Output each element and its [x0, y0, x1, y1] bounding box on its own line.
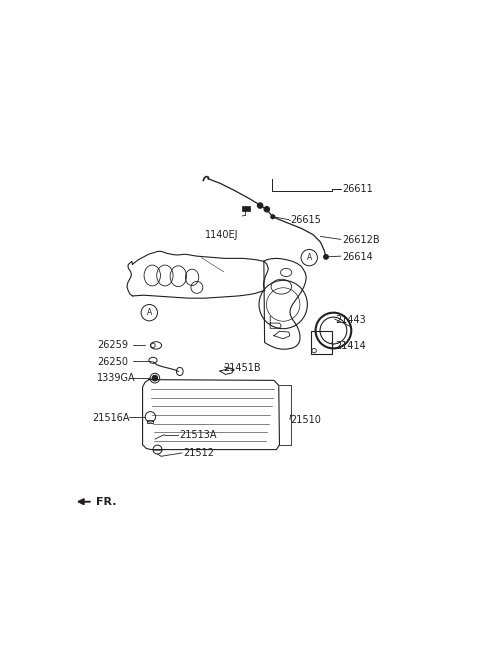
Text: 21516A: 21516A	[93, 413, 130, 422]
Bar	[242, 206, 251, 211]
Text: 21414: 21414	[335, 341, 366, 351]
Text: 26250: 26250	[97, 357, 128, 367]
Text: 1339GA: 1339GA	[97, 373, 136, 383]
Text: 26611: 26611	[343, 184, 373, 194]
Bar	[311, 331, 332, 354]
Text: A: A	[307, 253, 312, 262]
Text: 21512: 21512	[183, 448, 214, 458]
Circle shape	[152, 375, 157, 381]
Text: 1140EJ: 1140EJ	[205, 230, 239, 239]
Text: 21451B: 21451B	[224, 363, 261, 373]
Bar	[147, 420, 154, 422]
Text: 26615: 26615	[290, 215, 322, 224]
Circle shape	[258, 203, 263, 208]
Text: 21443: 21443	[335, 315, 366, 325]
Circle shape	[264, 207, 269, 212]
Circle shape	[324, 255, 328, 259]
Text: A: A	[147, 308, 152, 318]
Text: 21510: 21510	[290, 415, 322, 425]
Text: FR.: FR.	[96, 497, 117, 506]
Text: 26612B: 26612B	[343, 235, 380, 245]
Circle shape	[271, 215, 275, 218]
Text: 26614: 26614	[343, 252, 373, 262]
Text: 21513A: 21513A	[179, 430, 216, 440]
Text: 26259: 26259	[97, 340, 128, 350]
